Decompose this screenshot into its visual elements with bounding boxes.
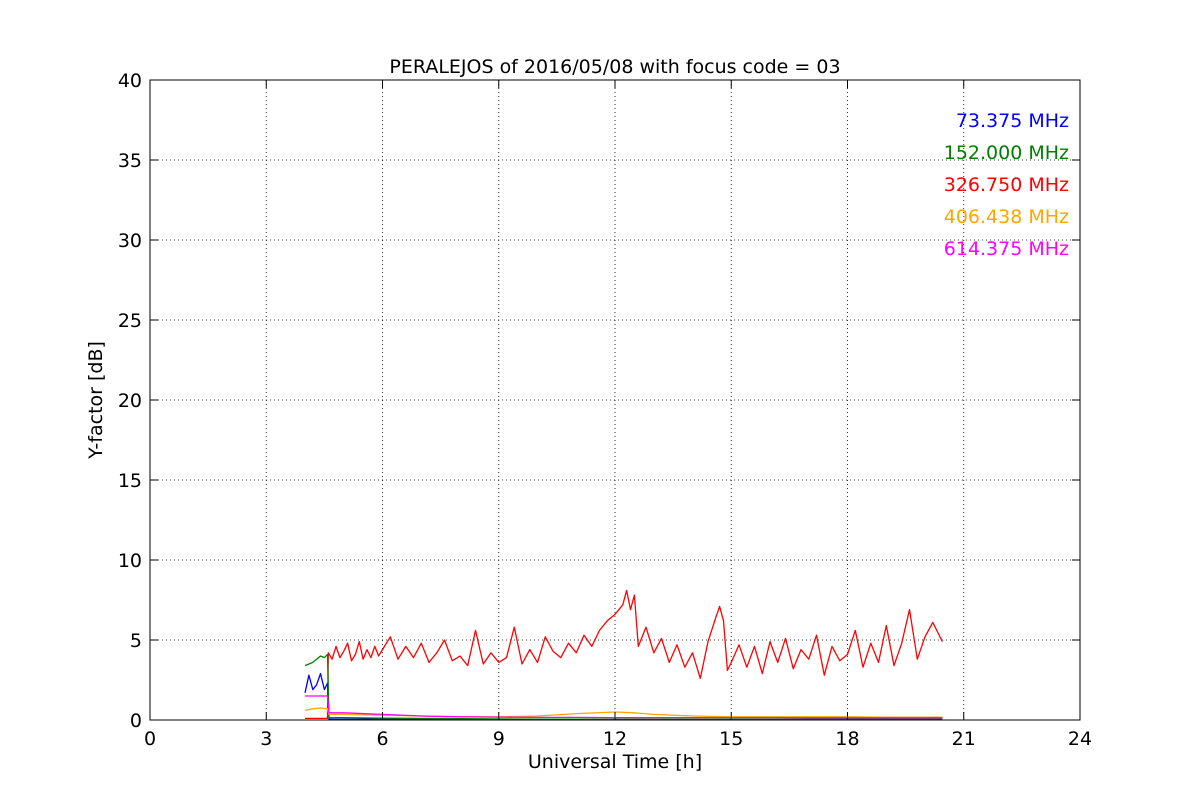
y-tick-label: 40	[118, 70, 142, 92]
grid-layer	[150, 80, 1080, 720]
series-line-326-750-mhz	[305, 589, 943, 720]
y-tick-label: 25	[118, 310, 142, 332]
y-tick-label: 15	[118, 470, 142, 492]
legend-entry-614-375-mhz: 614.375 MHz	[944, 238, 1069, 260]
legend-entry-326-750-mhz: 326.750 MHz	[944, 174, 1069, 196]
y-tick-label: 35	[118, 150, 142, 172]
x-tick-label: 0	[144, 728, 156, 750]
x-tick-label: 6	[376, 728, 388, 750]
x-tick-label: 15	[719, 728, 743, 750]
y-tick-label: 0	[130, 710, 142, 732]
x-tick-label: 21	[952, 728, 976, 750]
legend-entry-73-375-mhz: 73.375 MHz	[956, 110, 1069, 132]
y-tick-label: 30	[118, 230, 142, 252]
x-tick-label: 3	[260, 728, 272, 750]
x-tick-label: 12	[603, 728, 627, 750]
series-layer	[304, 589, 943, 720]
chart-title: PERALEJOS of 2016/05/08 with focus code …	[389, 56, 840, 78]
series-line-614-375-mhz	[305, 695, 943, 719]
y-axis-label: Y-factor [dB]	[85, 341, 107, 460]
x-tick-label: 18	[835, 728, 859, 750]
legend-entry-152-000-mhz: 152.000 MHz	[944, 142, 1069, 164]
legend-entry-406-438-mhz: 406.438 MHz	[944, 206, 1069, 228]
y-tick-label: 5	[130, 630, 142, 652]
x-axis-label: Universal Time [h]	[528, 751, 702, 773]
x-tick-label: 9	[493, 728, 505, 750]
series-line-152-000-mhz	[304, 653, 943, 720]
tick-layer: 0 3 6 9 12 15 18 21 24 0 5 10 15 20 25 30 35 40	[118, 70, 1092, 750]
y-tick-label: 20	[118, 390, 142, 412]
x-tick-label: 24	[1068, 728, 1092, 750]
y-tick-label: 10	[118, 550, 142, 572]
legend: 73.375 MHz 152.000 MHz 326.750 MHz 406.438 …	[944, 110, 1069, 260]
